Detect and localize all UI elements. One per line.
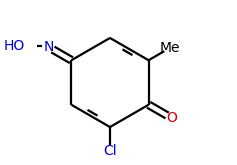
Text: Cl: Cl xyxy=(103,145,117,158)
Text: O: O xyxy=(166,111,177,125)
Text: HO: HO xyxy=(3,39,25,53)
Text: N: N xyxy=(43,40,54,54)
Text: Me: Me xyxy=(160,41,180,55)
